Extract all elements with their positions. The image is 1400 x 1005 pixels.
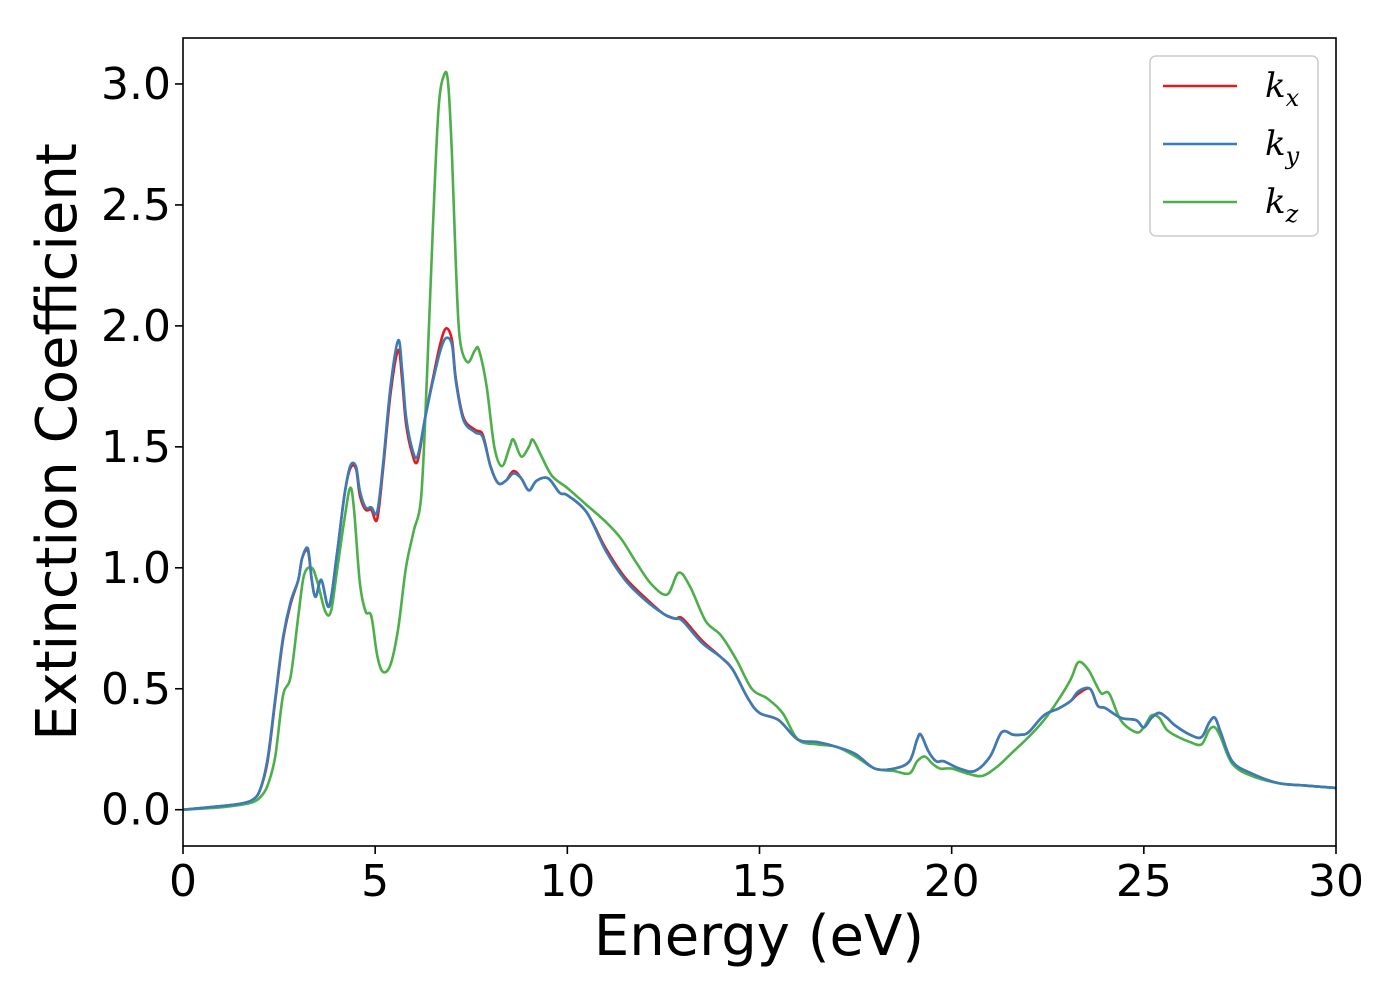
legend-label-x: kx xyxy=(1265,66,1300,112)
y-axis-ticks: 0.0 0.5 1.0 1.5 2.0 2.5 3.0 xyxy=(101,59,183,836)
y-tick-label: 1.5 xyxy=(101,422,171,473)
x-axis-label: Energy (eV) xyxy=(594,904,924,969)
x-tick-label: 20 xyxy=(924,856,980,907)
series-layer xyxy=(183,70,1336,812)
series-line-z xyxy=(183,70,1336,812)
x-tick-label: 10 xyxy=(539,856,595,907)
y-tick-label: 0.0 xyxy=(101,785,171,836)
series-line-x xyxy=(183,327,1336,812)
x-tick-label: 0 xyxy=(169,856,197,907)
legend: kx ky kz xyxy=(1149,55,1319,237)
y-axis-label: Extinction Coefficient xyxy=(25,143,90,741)
y-tick-label: 2.0 xyxy=(101,301,171,352)
y-tick-label: 2.5 xyxy=(101,180,171,231)
x-tick-label: 30 xyxy=(1308,856,1364,907)
legend-entries: kx ky kz xyxy=(1163,66,1300,228)
legend-label-z: kz xyxy=(1265,182,1299,228)
series-line-y xyxy=(183,336,1336,812)
x-tick-label: 15 xyxy=(732,856,788,907)
legend-label-y: ky xyxy=(1265,124,1300,170)
y-tick-label: 3.0 xyxy=(101,59,171,110)
x-axis-ticks: 0 5 10 15 20 25 30 xyxy=(169,846,1364,907)
y-tick-label: 1.0 xyxy=(101,543,171,594)
legend-box xyxy=(1149,55,1319,237)
x-tick-label: 5 xyxy=(361,856,389,907)
y-tick-label: 0.5 xyxy=(101,664,171,715)
x-tick-label: 25 xyxy=(1116,856,1172,907)
